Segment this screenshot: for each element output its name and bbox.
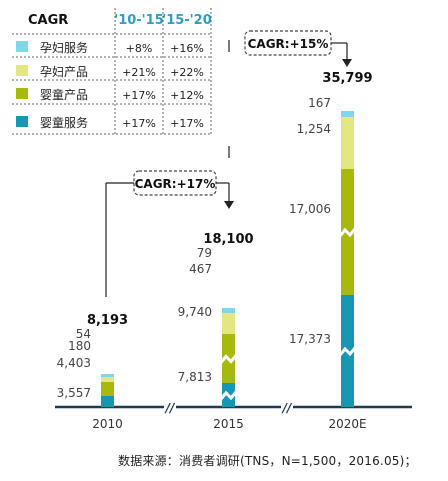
segment-break-mark	[338, 346, 357, 357]
legend-series-name: 婴童产品	[40, 87, 88, 102]
axis-break-mark: //	[281, 401, 293, 415]
value-label: 17,373	[289, 332, 331, 346]
bar-segment	[341, 117, 354, 169]
bar-segment	[101, 382, 114, 396]
value-label: 180	[68, 339, 91, 353]
legend-header: '15-'20	[162, 13, 212, 28]
bar-segment	[341, 111, 354, 117]
x-tick-label: 2010	[92, 417, 123, 431]
source-note: 数据来源：消费者调研(TNS，N=1,500，2016.05)；	[118, 454, 417, 468]
bar-segment	[101, 396, 114, 407]
axis-break-mark: //	[164, 401, 176, 415]
x-tick-label: 2015	[213, 417, 244, 431]
legend-series-name: 婴童服务	[40, 115, 88, 130]
segment-break-mark	[219, 390, 238, 401]
legend-cagr-15-20: +22%	[170, 66, 204, 79]
axis-break-gap	[164, 403, 176, 411]
legend-header: '10-'15	[114, 13, 164, 28]
legend-cagr-10-15: +17%	[122, 89, 156, 102]
segment-break-mark	[219, 354, 238, 364]
segment-break-mark	[338, 227, 357, 238]
legend-swatch	[16, 41, 28, 52]
legend-swatch	[16, 88, 28, 99]
value-label: 3,557	[57, 386, 91, 400]
cagr-arrowhead	[342, 59, 352, 67]
cagr-arrowhead	[224, 201, 234, 209]
total-label: 8,193	[87, 313, 128, 328]
cagr-label: CAGR:+15%	[248, 37, 329, 51]
legend-cagr-15-20: +12%	[170, 89, 204, 102]
bar-segment	[222, 313, 235, 334]
legend-cagr-10-15: +17%	[122, 117, 156, 130]
value-label: 7,813	[178, 370, 212, 384]
total-label: 35,799	[322, 71, 372, 86]
cagr-label: CAGR:+17%	[135, 177, 216, 191]
x-tick-label: 2020E	[328, 417, 366, 431]
legend-swatch	[16, 65, 28, 76]
value-label: 1,254	[297, 122, 331, 136]
legend-cagr-10-15: +21%	[122, 66, 156, 79]
legend-header: CAGR	[28, 13, 68, 28]
bar-segment	[222, 308, 235, 313]
legend-series-name: 孕妇服务	[40, 40, 88, 55]
total-label: 18,100	[203, 232, 253, 247]
value-label: 4,403	[57, 356, 91, 370]
legend-swatch	[16, 116, 28, 127]
legend-cagr-10-15: +8%	[126, 42, 153, 55]
value-label: 167	[308, 96, 331, 110]
legend-cagr-15-20: +16%	[170, 42, 204, 55]
value-label: 54	[76, 327, 91, 341]
value-label: 17,006	[289, 202, 331, 216]
legend-series-name: 孕妇产品	[40, 65, 88, 79]
value-label: 9,740	[178, 305, 212, 319]
bar-segment	[101, 377, 114, 382]
axis-break-gap	[281, 403, 293, 411]
value-label: 467	[189, 262, 212, 276]
bar-segment	[101, 374, 114, 377]
legend-cagr-15-20: +17%	[170, 117, 204, 130]
value-label: 79	[197, 246, 212, 260]
